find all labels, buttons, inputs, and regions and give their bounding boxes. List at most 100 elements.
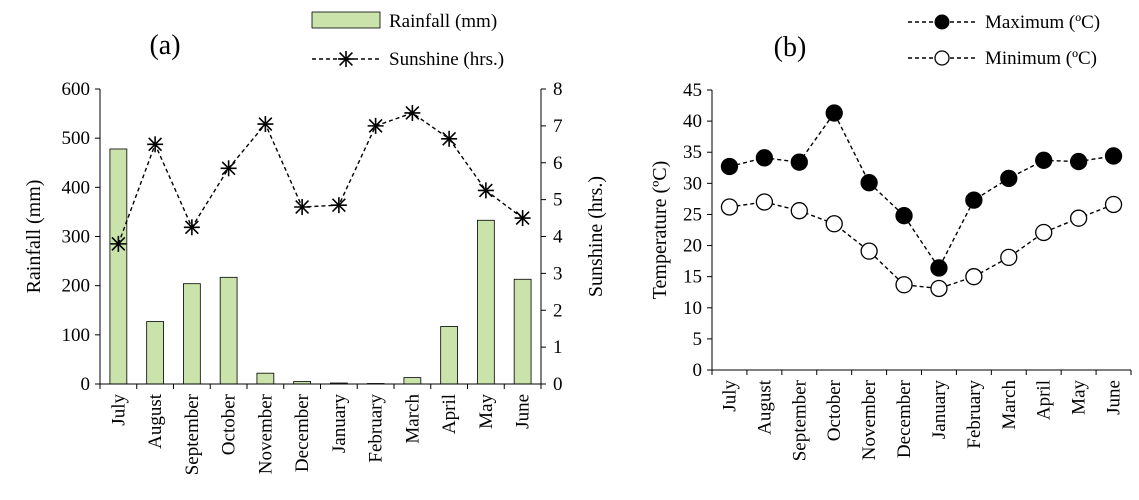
y2-tick-label-4: 4 xyxy=(553,227,563,248)
sunshine-point-november xyxy=(257,116,274,133)
minimum-point-march xyxy=(1000,248,1018,267)
sunshine-point-december-d2 xyxy=(295,200,310,214)
x-tick-label-december: December xyxy=(894,379,915,458)
maximum-point-december xyxy=(895,207,913,225)
x-tick-label-january: January xyxy=(329,394,350,454)
legend-maximum-label: Maximum (ºC) xyxy=(985,12,1100,33)
maximum-c-line xyxy=(729,111,1114,270)
panel-b-temperature: (b) 0 5 10 15 20 25 30 35 40 45 July August September… xyxy=(649,12,1132,461)
y-tick-label-100: 100 xyxy=(62,325,91,346)
minimum-point-july xyxy=(720,198,739,216)
x-tick-label-april: April xyxy=(1034,380,1055,420)
rainfall-bar-november xyxy=(256,372,275,385)
minimum-point-may xyxy=(1069,209,1088,227)
sunshine-point-july-d2 xyxy=(111,236,126,251)
x-tick-label-september: September xyxy=(182,393,203,475)
y-tick-label-10: 10 xyxy=(683,298,702,319)
maximum-point-july xyxy=(720,157,739,176)
rainfall-bar-august xyxy=(146,321,164,385)
maximum-point-january xyxy=(930,259,948,277)
legend-sunshine-marker-d2 xyxy=(339,52,353,66)
y2-tick-label-5: 5 xyxy=(553,190,563,211)
rainfall-bar-september xyxy=(183,283,201,385)
maximum-point-february xyxy=(965,191,983,209)
y-tick-label-35: 35 xyxy=(683,142,702,163)
panel-a-rainfall-sunshine: (a) 0 100 200 300 400 500 600 0 1 2 3 4 5 6 7 8 July Augus… xyxy=(23,11,607,475)
maximum-point-march xyxy=(1000,169,1018,188)
sunshine-point-march-d2 xyxy=(405,106,420,120)
y-tick-label-45: 45 xyxy=(683,80,702,101)
y2-tick-label-1: 1 xyxy=(553,337,563,358)
y2-tick-label-6: 6 xyxy=(553,153,563,174)
minimum-point-april xyxy=(1035,223,1053,242)
x-tick-label-september: September xyxy=(789,379,810,461)
sunshine-point-february xyxy=(367,117,384,134)
sunshine-point-september xyxy=(183,219,200,236)
rainfall-bar-june xyxy=(513,278,532,385)
x-tick-label-march: March xyxy=(402,394,423,444)
sunshine-point-june xyxy=(514,210,531,227)
y-tick-label-40: 40 xyxy=(683,111,702,132)
y-tick-label-500: 500 xyxy=(62,128,91,149)
minimum-point-january xyxy=(930,279,948,298)
y-tick-label-15: 15 xyxy=(683,267,702,288)
x-tick-label-march: March xyxy=(999,380,1020,430)
legend-maximum-marker xyxy=(934,14,950,30)
sunshine-point-august xyxy=(147,136,164,153)
sunshine-point-january xyxy=(330,197,347,214)
legend-rainfall-label: Rainfall (mm) xyxy=(389,11,497,32)
minimum-point-september xyxy=(790,202,808,220)
y2-axis-title: Sunshine (hrs.) xyxy=(585,176,607,297)
x-tick-label-november: November xyxy=(255,393,276,474)
rainfall-bar-may xyxy=(477,219,495,385)
y-tick-label-30: 30 xyxy=(683,173,702,194)
y-tick-label-200: 200 xyxy=(62,276,91,297)
x-tick-label-october: October xyxy=(824,379,845,441)
y2-tick-label-2: 2 xyxy=(553,300,563,321)
minimum-point-november xyxy=(860,242,878,260)
y-tick-label-25: 25 xyxy=(683,204,702,225)
sunshine-point-october xyxy=(220,160,237,177)
minimum-point-december xyxy=(895,276,913,294)
x-tick-label-july: July xyxy=(108,394,129,426)
x-tick-label-october: October xyxy=(219,393,240,455)
y-tick-label-0: 0 xyxy=(693,360,703,381)
x-tick-label-may: May xyxy=(1069,380,1090,415)
minimum-point-october xyxy=(825,215,843,233)
sunshine-point-november-d2 xyxy=(258,117,273,131)
x-tick-label-november: November xyxy=(859,379,880,460)
x-tick-label-june: June xyxy=(1104,380,1125,415)
legend-sunshine-marker xyxy=(338,51,354,67)
sunshine-line xyxy=(117,112,524,245)
y-tick-label-600: 600 xyxy=(62,79,91,100)
sunshine-point-may xyxy=(477,182,494,199)
rainfall-bar-april xyxy=(440,326,458,385)
y-tick-label-20: 20 xyxy=(683,236,702,257)
sunshine-point-april-d2 xyxy=(442,131,457,146)
sunshine-point-december xyxy=(294,199,311,215)
x-tick-label-may: May xyxy=(476,394,497,429)
sunshine-point-may-d2 xyxy=(478,183,493,198)
maximum-point-june xyxy=(1104,147,1123,165)
x-tick-label-july: July xyxy=(719,380,740,412)
y2-tick-label-0: 0 xyxy=(553,374,563,395)
sunshine-point-march xyxy=(404,104,421,121)
legend-minimum-marker xyxy=(934,50,950,66)
y-axis-title: Temperature (ºC) xyxy=(649,161,671,300)
y2-tick-label-7: 7 xyxy=(553,116,563,137)
legend-minimum-label: Minimum (ºC) xyxy=(985,48,1097,69)
y2-tick-label-3: 3 xyxy=(553,263,563,284)
sunshine-point-june-d2 xyxy=(515,211,530,226)
maximum-point-august xyxy=(755,149,774,167)
legend-sunshine-label: Sunshine (hrs.) xyxy=(389,49,504,70)
minimum-point-august xyxy=(755,193,774,211)
maximum-point-april xyxy=(1035,151,1053,169)
maximum-point-november xyxy=(860,174,878,192)
sunshine-point-october-d2 xyxy=(221,161,236,176)
y-tick-label-0: 0 xyxy=(81,374,91,395)
sunshine-point-january-d2 xyxy=(331,198,346,213)
y2-tick-label-8: 8 xyxy=(553,79,563,100)
rainfall-bar-july xyxy=(109,148,128,385)
x-tick-label-january: January xyxy=(929,380,950,440)
minimum-point-february xyxy=(965,268,983,286)
